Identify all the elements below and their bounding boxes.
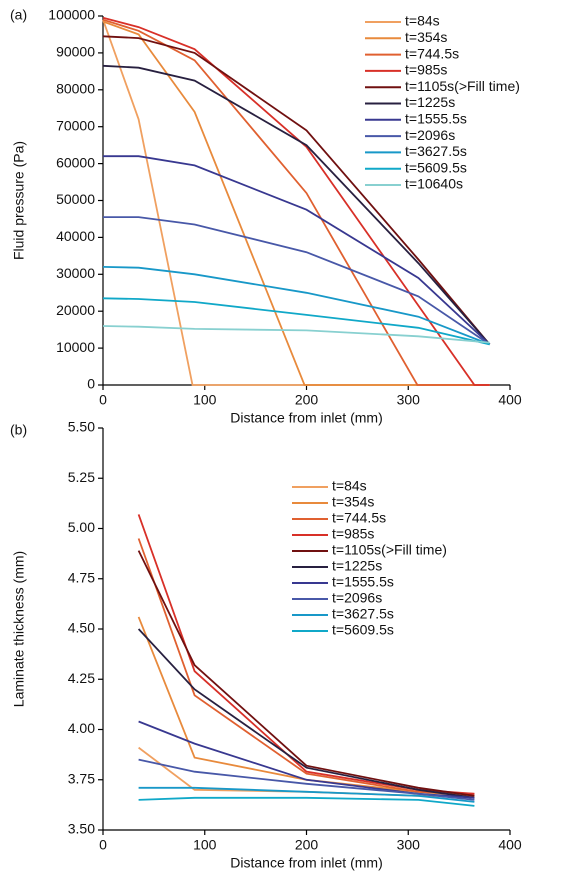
series-line [102, 325, 490, 344]
x-tick-label: 100 [193, 392, 217, 408]
y-tick-label: 5.50 [68, 419, 95, 435]
legend-label: t=1105s(>Fill time) [332, 542, 447, 558]
legend-label: t=3627.5s [405, 143, 467, 159]
panel-label: (b) [10, 422, 27, 438]
y-tick-label: 100000 [48, 7, 95, 23]
series-line [137, 616, 475, 797]
y-tick-label: 0 [87, 376, 95, 392]
y-tick-label: 60000 [56, 154, 95, 170]
y-tick-label: 50000 [56, 191, 95, 207]
series-line [137, 550, 475, 797]
y-tick-label: 40000 [56, 228, 95, 244]
y-tick-label: 30000 [56, 265, 95, 281]
y-axis-label: Fluid pressure (Pa) [11, 141, 27, 260]
x-tick-label: 0 [99, 837, 107, 853]
x-tick-label: 100 [193, 837, 217, 853]
y-tick-label: 4.75 [68, 569, 95, 585]
y-tick-label: 5.25 [68, 469, 95, 485]
legend-label: t=744.5s [405, 45, 459, 61]
y-axis-label: Laminate thickness (mm) [11, 551, 27, 707]
legend-label: t=5609.5s [332, 622, 394, 638]
legend-label: t=1555.5s [405, 111, 467, 127]
legend-label: t=354s [405, 29, 447, 45]
series-line [102, 64, 491, 345]
legend-label: t=2096s [405, 127, 455, 143]
legend-label: t=84s [405, 13, 440, 29]
x-tick-label: 300 [397, 392, 421, 408]
series-line [138, 758, 475, 801]
x-tick-label: 400 [498, 837, 522, 853]
series-line [102, 35, 491, 345]
series-line [102, 297, 490, 346]
legend-label: t=1105s(>Fill time) [405, 78, 520, 94]
legend-label: t=2096s [332, 590, 382, 606]
x-tick-label: 400 [498, 392, 522, 408]
series-line [103, 155, 491, 346]
y-tick-label: 90000 [56, 44, 95, 60]
legend-label: t=3627.5s [332, 606, 394, 622]
x-tick-label: 300 [397, 837, 421, 853]
y-tick-label: 20000 [56, 302, 95, 318]
y-tick-label: 4.00 [68, 720, 95, 736]
y-tick-label: 3.75 [68, 770, 95, 786]
x-tick-label: 200 [295, 392, 319, 408]
y-tick-label: 70000 [56, 117, 95, 133]
x-axis-label: Distance from inlet (mm) [230, 855, 382, 871]
series-line [102, 20, 490, 386]
series-line [137, 628, 475, 799]
series-line [138, 786, 475, 803]
y-tick-label: 5.00 [68, 519, 95, 535]
y-tick-label: 3.50 [68, 821, 95, 837]
legend-label: t=10640s [405, 176, 463, 192]
x-tick-label: 0 [99, 392, 107, 408]
legend-label: t=744.5s [332, 510, 386, 526]
legend-label: t=1225s [405, 94, 455, 110]
series-line [102, 266, 490, 346]
legend-label: t=84s [332, 478, 367, 494]
x-axis-label: Distance from inlet (mm) [230, 410, 382, 426]
legend-label: t=5609.5s [405, 159, 467, 175]
series-line [137, 538, 475, 795]
legend-label: t=354s [332, 494, 374, 510]
legend-label: t=1225s [332, 558, 382, 574]
series-line [138, 796, 475, 807]
legend-label: t=985s [405, 62, 447, 78]
y-tick-label: 4.50 [68, 620, 95, 636]
legend-label: t=985s [332, 526, 374, 542]
x-tick-label: 200 [295, 837, 319, 853]
y-tick-label: 10000 [56, 339, 95, 355]
series-line [103, 216, 491, 346]
panel-label: (a) [10, 7, 27, 23]
y-tick-label: 4.25 [68, 670, 95, 686]
y-tick-label: 80000 [56, 81, 95, 97]
series-line [102, 18, 490, 386]
series-line [102, 16, 490, 386]
legend-label: t=1555.5s [332, 574, 394, 590]
